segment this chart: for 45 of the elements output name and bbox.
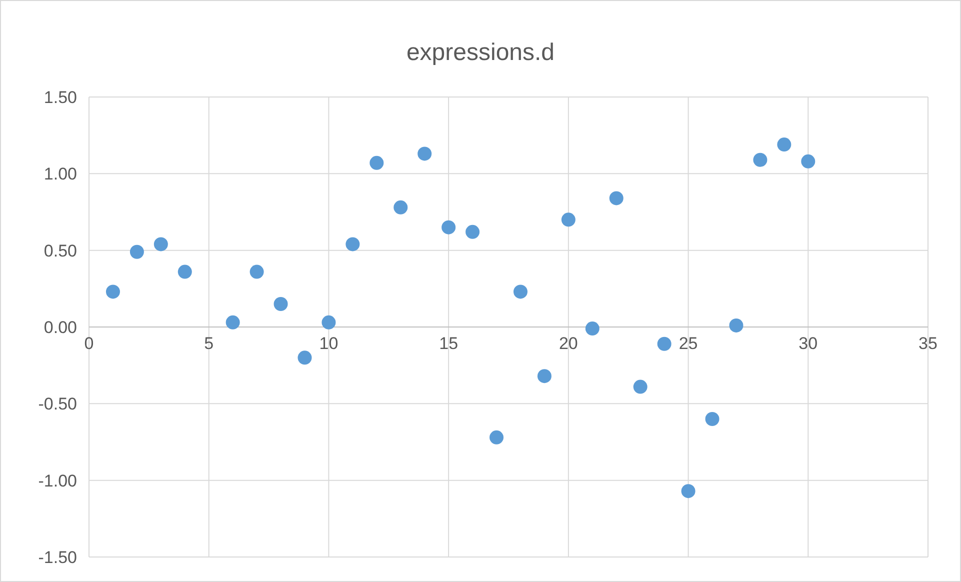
point [442,220,456,234]
x-tick-label: 15 [439,334,458,353]
y-tick-label: 0.00 [44,318,77,337]
point [154,237,168,252]
y-tick-label: 0.50 [44,241,77,260]
point [130,244,144,259]
x-tick-label: 20 [558,334,578,353]
point [777,138,792,152]
point [753,152,768,167]
point [657,336,672,351]
point [298,350,312,365]
point [226,315,240,330]
point [250,264,264,279]
point [729,318,744,332]
point [633,380,648,394]
point [418,146,432,161]
point [346,237,360,252]
point [513,284,528,299]
point [681,484,696,498]
x-tick-label: 30 [798,334,818,353]
point [490,430,504,444]
y-tick-label: -0.50 [38,394,77,414]
point [274,297,288,311]
point [322,315,336,330]
x-tick-label: 10 [319,334,338,353]
y-tick-label: -1.00 [38,471,77,490]
x-tick-label: 25 [678,334,698,353]
x-tick-label: 35 [918,334,938,353]
point [609,191,624,206]
y-tick-label: -1.50 [38,548,77,567]
point [561,212,576,227]
x-tick-label: 0 [84,334,94,353]
point [537,369,552,384]
point [705,412,720,426]
chart-title: expressions.d [406,39,555,66]
point [370,156,384,170]
point [394,200,408,214]
point [466,224,480,239]
point [801,154,816,168]
point [178,264,192,279]
x-tick-label: 5 [204,334,214,353]
y-tick-label: 1.50 [44,88,77,107]
y-tick-label: 1.00 [44,164,77,184]
point [585,322,600,336]
point [106,284,120,299]
